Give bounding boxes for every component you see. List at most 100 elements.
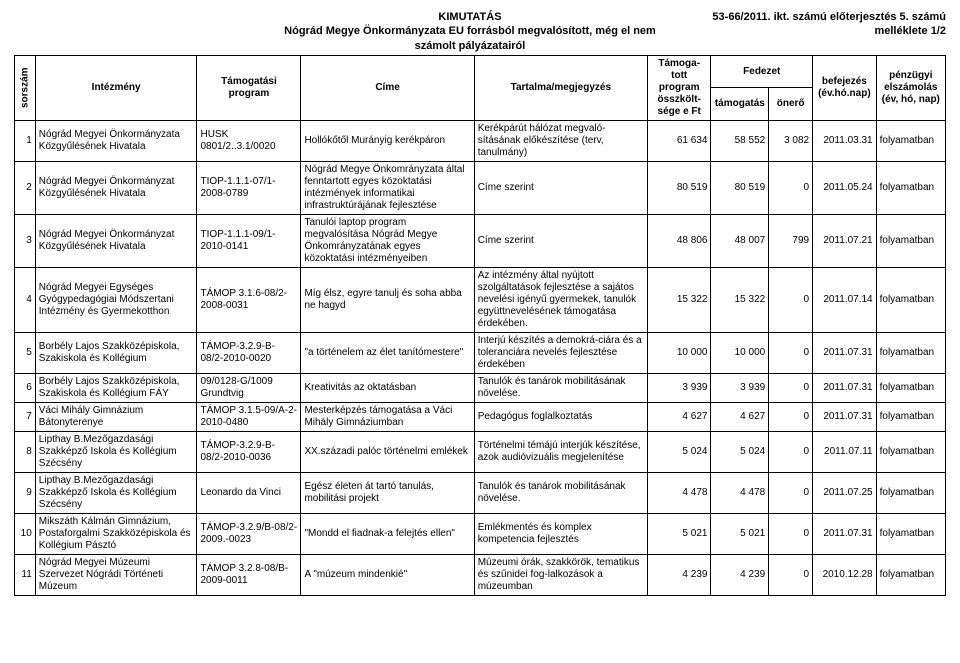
- cell-bef: 2011.07.14: [813, 267, 877, 332]
- cell-cont: Tanulók és tanárok mobilitásának növelés…: [474, 373, 647, 402]
- cell-idx: 9: [15, 472, 36, 513]
- cell-tam: 4 627: [711, 402, 769, 431]
- table-row: 2Nógrád Megyei Önkormányzat Közgyűléséne…: [15, 161, 946, 214]
- col-title: Címe: [301, 55, 474, 120]
- cell-inst: Nógrád Megyei Önkormányzat Közgyűlésének…: [35, 214, 197, 267]
- cell-stat: folyamatban: [876, 554, 945, 595]
- cell-cont: Az intézmény által nyújtott szolgáltatás…: [474, 267, 647, 332]
- cell-cont: Történelmi témájú interjúk készítése, az…: [474, 431, 647, 472]
- cell-tam: 4 239: [711, 554, 769, 595]
- cell-tam: 4 478: [711, 472, 769, 513]
- cell-cont: Címe szerint: [474, 161, 647, 214]
- cell-stat: folyamatban: [876, 431, 945, 472]
- cell-stat: folyamatban: [876, 214, 945, 267]
- cell-tam: 15 322: [711, 267, 769, 332]
- cell-bef: 2011.07.31: [813, 373, 877, 402]
- cell-bef: 2011.07.31: [813, 513, 877, 554]
- cell-inst: Nógrád Megyei Múzeumi Szervezet Nógrádi …: [35, 554, 197, 595]
- cell-tam: 3 939: [711, 373, 769, 402]
- cell-bef: 2011.07.31: [813, 402, 877, 431]
- main-table: sorszám Intézmény Támogatási program Cím…: [14, 55, 946, 596]
- cell-tprog: 15 322: [647, 267, 711, 332]
- cell-prog: TIOP-1.1.1-07/1-2008-0789: [197, 161, 301, 214]
- cell-tprog: 10 000: [647, 332, 711, 373]
- cell-oner: 0: [769, 373, 813, 402]
- cell-tprog: 3 939: [647, 373, 711, 402]
- cell-inst: Mikszáth Kálmán Gimnázium, Postaforgalmi…: [35, 513, 197, 554]
- cell-tprog: 4 478: [647, 472, 711, 513]
- cell-prog: TIOP-1.1.1-09/1-2010-0141: [197, 214, 301, 267]
- cell-tam: 5 021: [711, 513, 769, 554]
- cell-title: "a történelem az élet tanítómestere": [301, 332, 474, 373]
- cell-inst: Lipthay B.Mezőgazdasági Szakképző Iskola…: [35, 431, 197, 472]
- cell-stat: folyamatban: [876, 120, 945, 161]
- cell-prog: TÁMOP-3.2.9-B-08/2-2010-0020: [197, 332, 301, 373]
- cell-oner: 0: [769, 513, 813, 554]
- cell-title: Tanulói laptop program megvalósítása Nóg…: [301, 214, 474, 267]
- col-settlement: pénzügyi elszámolás (év, hó, nap): [876, 55, 945, 120]
- cell-bef: 2011.07.31: [813, 332, 877, 373]
- table-row: 10Mikszáth Kálmán Gimnázium, Postaforgal…: [15, 513, 946, 554]
- cell-idx: 2: [15, 161, 36, 214]
- cell-idx: 8: [15, 431, 36, 472]
- cell-title: Kreativitás az oktatásban: [301, 373, 474, 402]
- cell-idx: 4: [15, 267, 36, 332]
- col-completion: befejezés (év.hó.nap): [813, 55, 877, 120]
- table-row: 3Nógrád Megyei Önkormányzat Közgyűléséne…: [15, 214, 946, 267]
- cell-title: Mesterképzés támogatása a Váci Mihály Gi…: [301, 402, 474, 431]
- cell-stat: folyamatban: [876, 161, 945, 214]
- col-idx: sorszám: [15, 55, 36, 120]
- cell-bef: 2011.07.25: [813, 472, 877, 513]
- cell-tprog: 48 806: [647, 214, 711, 267]
- table-row: 1Nógrád Megyei Önkormányzata Közgyűlésén…: [15, 120, 946, 161]
- header-title-sub: Nógrád Megye Önkormányzata EU forrásból …: [284, 25, 656, 51]
- cell-oner: 0: [769, 161, 813, 214]
- cell-bef: 2011.03.31: [813, 120, 877, 161]
- page-header: KIMUTATÁS Nógrád Megye Önkormányzata EU …: [14, 10, 946, 53]
- cell-prog: 09/0128-G/1009 Grundtvig: [197, 373, 301, 402]
- cell-title: Míg élsz, egyre tanulj és soha abba ne h…: [301, 267, 474, 332]
- cell-prog: HUSK 0801/2..3.1/0020: [197, 120, 301, 161]
- cell-cont: Pedagógus foglalkoztatás: [474, 402, 647, 431]
- cell-title: Nógrád Megye Önkomrányzata által fenntar…: [301, 161, 474, 214]
- table-row: 4Nógrád Megyei Egységes Gyógypedagógiai …: [15, 267, 946, 332]
- cell-idx: 10: [15, 513, 36, 554]
- table-row: 11Nógrád Megyei Múzeumi Szervezet Nógrád…: [15, 554, 946, 595]
- cell-stat: folyamatban: [876, 513, 945, 554]
- col-tprog: Támoga- tott program összkölt- sége e Ft: [647, 55, 711, 120]
- cell-bef: 2011.07.11: [813, 431, 877, 472]
- table-head: sorszám Intézmény Támogatási program Cím…: [15, 55, 946, 120]
- header-title-right: 53-66/2011. ikt. számú előterjesztés 5. …: [676, 10, 946, 53]
- col-tam: támogatás: [711, 88, 769, 121]
- col-content: Tartalma/megjegyzés: [474, 55, 647, 120]
- cell-oner: 0: [769, 431, 813, 472]
- cell-oner: 0: [769, 332, 813, 373]
- cell-tam: 10 000: [711, 332, 769, 373]
- cell-inst: Nógrád Megyei Önkormányzata Közgyűléséne…: [35, 120, 197, 161]
- cell-prog: TÁMOP-3.2.9/B-08/2-2009.-0023: [197, 513, 301, 554]
- cell-tam: 5 024: [711, 431, 769, 472]
- cell-cont: Múzeumi órák, szakkörök, tematikus és sz…: [474, 554, 647, 595]
- cell-oner: 0: [769, 267, 813, 332]
- cell-prog: Leonardo da Vinci: [197, 472, 301, 513]
- cell-title: "Mondd el fiadnak-a felejtés ellen": [301, 513, 474, 554]
- cell-tam: 58 552: [711, 120, 769, 161]
- cell-bef: 2011.07.21: [813, 214, 877, 267]
- cell-cont: Tanulók és tanárok mobilitásának növelés…: [474, 472, 647, 513]
- cell-inst: Váci Mihály Gimnázium Bátonyterenye: [35, 402, 197, 431]
- table-row: 5Borbély Lajos Szakközépiskola, Szakisko…: [15, 332, 946, 373]
- cell-title: A "múzeum mindenkié": [301, 554, 474, 595]
- cell-tprog: 4 627: [647, 402, 711, 431]
- cell-inst: Nógrád Megyei Önkormányzat Közgyűlésének…: [35, 161, 197, 214]
- col-oner: önerő: [769, 88, 813, 121]
- cell-bef: 2010.12.28: [813, 554, 877, 595]
- cell-stat: folyamatban: [876, 472, 945, 513]
- cell-stat: folyamatban: [876, 402, 945, 431]
- cell-stat: folyamatban: [876, 332, 945, 373]
- table-row: 6Borbély Lajos Szakközépiskola, Szakisko…: [15, 373, 946, 402]
- cell-idx: 1: [15, 120, 36, 161]
- cell-prog: TÁMOP 3.1.6-08/2-2008-0031: [197, 267, 301, 332]
- cell-oner: 0: [769, 554, 813, 595]
- cell-tprog: 80 519: [647, 161, 711, 214]
- cell-idx: 11: [15, 554, 36, 595]
